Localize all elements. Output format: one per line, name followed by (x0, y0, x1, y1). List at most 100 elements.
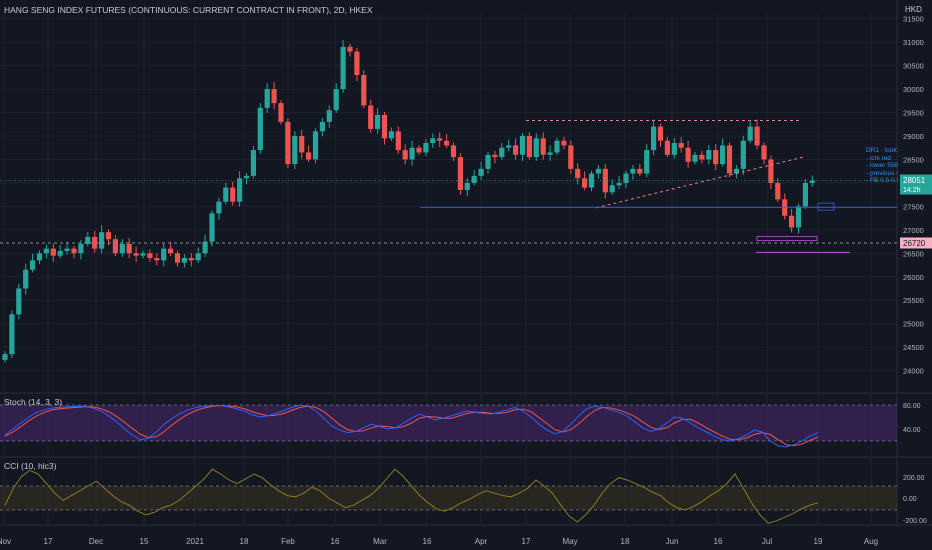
candle-body (312, 131, 319, 160)
x-tick-label: Apr (475, 537, 488, 546)
candle-body (582, 178, 588, 188)
x-tick-label: Dec (89, 537, 103, 546)
candle-body (809, 180, 815, 183)
y-tick-label: 26500 (903, 249, 924, 258)
candle-body (188, 258, 194, 261)
candle-body (568, 145, 574, 169)
candle-body (140, 253, 146, 256)
candle-body (526, 136, 532, 158)
candle-body (71, 248, 77, 254)
candle-body (464, 182, 470, 190)
candle-body (36, 253, 43, 261)
candle-body (754, 126, 760, 146)
annotation-line: - ichi red (866, 154, 891, 162)
candle-body (230, 187, 236, 202)
candle-body (368, 105, 374, 129)
candle-body (561, 140, 567, 146)
cci-tick-label: -200.00 (903, 518, 927, 525)
stoch-tick-label: 80.00 (903, 403, 921, 410)
candle-body (292, 136, 298, 165)
cci-tick-label: 0.00 (903, 496, 917, 503)
candle-body (257, 107, 263, 151)
candle-body (250, 150, 256, 176)
cci-label[interactable]: CCI (10, hlc3) (4, 461, 57, 471)
y-tick-label: 29000 (903, 132, 924, 141)
candle-body (174, 253, 181, 263)
x-tick-label: 17 (44, 537, 53, 546)
candle-body (747, 126, 753, 141)
candle-body (699, 154, 705, 160)
x-tick-label: 16 (423, 537, 432, 546)
candle-body (506, 145, 512, 148)
candle-body (126, 243, 132, 254)
candle-body (285, 121, 291, 165)
candle-body (789, 215, 795, 228)
cci-line (4, 468, 819, 524)
candle-body (795, 206, 802, 228)
last-price-value: 28051 (903, 176, 926, 185)
x-tick-label: 18 (240, 537, 249, 546)
candle-body (306, 152, 312, 160)
candle-body (30, 260, 36, 270)
candle-body (202, 241, 208, 254)
x-tick-label: 15 (140, 537, 149, 546)
candle-body (430, 138, 436, 144)
candle-body (223, 187, 229, 202)
candle-body (381, 114, 388, 139)
candle-body (195, 253, 201, 261)
candle-body (57, 250, 63, 256)
candle-body (209, 213, 215, 242)
y-tick-label: 27000 (903, 226, 924, 235)
candle-body (112, 239, 118, 254)
candle-body (657, 126, 664, 141)
y-tick-label: 24500 (903, 343, 924, 352)
candle-body (64, 248, 70, 251)
candle-body (147, 253, 153, 258)
candle-body (492, 154, 498, 158)
candle-body (340, 46, 346, 90)
x-tick-label: 19 (814, 537, 823, 546)
level-price-value: 26720 (903, 239, 926, 248)
candle-body (2, 354, 8, 360)
annotation-note[interactable]: DR1 - look to - ichi red - lower 5586 - … (866, 147, 898, 185)
candle-body (181, 258, 187, 263)
candle-body (354, 51, 360, 75)
candle-body (388, 131, 394, 139)
candle-body (802, 182, 808, 207)
chart-title: HANG SENG INDEX FUTURES (CONTINUOUS: CUR… (4, 5, 373, 15)
x-tick-label: 2021 (186, 537, 204, 546)
candle-body (133, 253, 139, 256)
stoch-label[interactable]: Stoch (14, 3, 3) (4, 397, 63, 407)
candle-body (326, 110, 332, 122)
x-tick-label: 17 (522, 537, 531, 546)
candle-body (409, 147, 415, 160)
candle-body (92, 236, 98, 249)
candle-body (444, 140, 450, 146)
y-tick-label: 27500 (903, 202, 924, 211)
candle-body (533, 138, 539, 158)
candle-body (154, 258, 160, 261)
candle-body (23, 269, 29, 289)
candle-body (237, 178, 243, 202)
x-tick-label: Jun (666, 537, 679, 546)
candle-body (271, 89, 277, 104)
candle-body (319, 121, 325, 132)
candle-body (9, 314, 15, 355)
x-tick-label: 18 (621, 537, 630, 546)
currency-label: HKD (905, 5, 922, 14)
candle-body (299, 136, 305, 153)
y-tick-label: 28500 (903, 155, 924, 164)
candle-body (278, 103, 284, 122)
annotation-line: - previous su (866, 169, 898, 177)
candle-body (85, 236, 91, 244)
order-box (817, 202, 835, 211)
candle-body (264, 89, 270, 108)
y-tick-label: 26000 (903, 273, 924, 282)
candle-body (720, 145, 726, 165)
candle-body (119, 243, 125, 254)
stoch-k-line (4, 404, 819, 448)
candle-body (692, 154, 698, 162)
candle-body (519, 136, 526, 155)
